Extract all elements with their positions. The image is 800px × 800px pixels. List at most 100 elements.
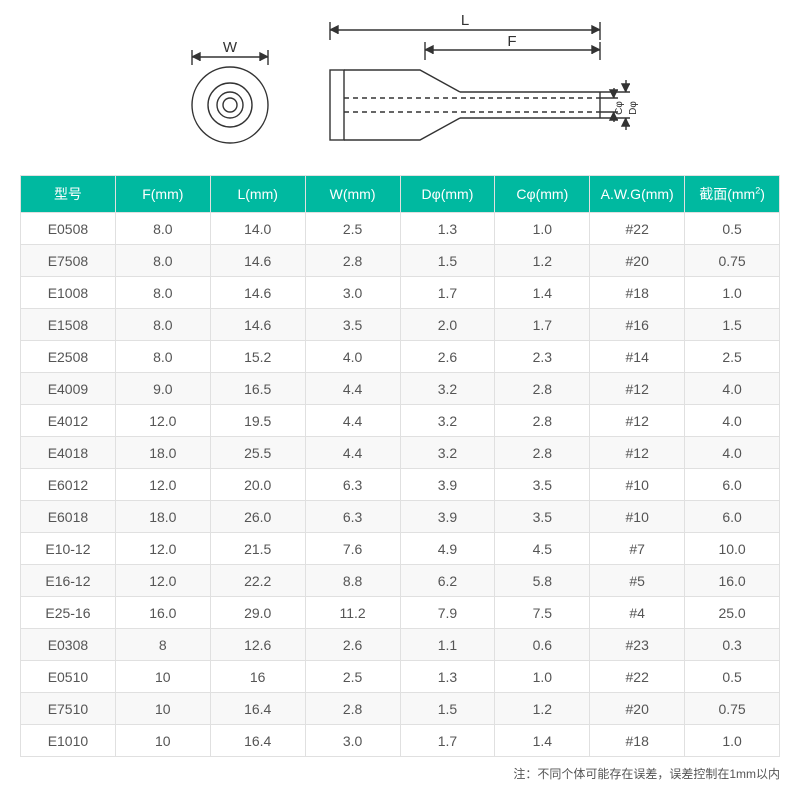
cell-D: 7.9: [400, 597, 495, 629]
cell-area: 1.0: [685, 725, 780, 757]
cell-model: E1010: [21, 725, 116, 757]
cell-D: 3.9: [400, 501, 495, 533]
cell-L: 12.6: [210, 629, 305, 661]
cell-W: 8.8: [305, 565, 400, 597]
cell-model: E25-16: [21, 597, 116, 629]
cell-F: 12.0: [115, 533, 210, 565]
cell-area: 0.5: [685, 661, 780, 693]
spec-table-body: E05088.014.02.51.31.0#220.5E75088.014.62…: [21, 213, 780, 757]
cell-L: 14.6: [210, 309, 305, 341]
table-row: E0308812.62.61.10.6#230.3: [21, 629, 780, 661]
ferrule-diagram-svg: W L F: [160, 10, 640, 170]
cell-AWG: #22: [590, 661, 685, 693]
cell-D: 1.5: [400, 693, 495, 725]
cell-D: 1.3: [400, 661, 495, 693]
cell-AWG: #12: [590, 373, 685, 405]
cell-D: 3.9: [400, 469, 495, 501]
cell-AWG: #14: [590, 341, 685, 373]
cell-area: 1.5: [685, 309, 780, 341]
cell-model: E1008: [21, 277, 116, 309]
cell-L: 19.5: [210, 405, 305, 437]
col-header-AWG: A.W.G(mm): [590, 176, 685, 213]
cell-C: 1.0: [495, 661, 590, 693]
cell-L: 16.4: [210, 725, 305, 757]
cell-W: 2.5: [305, 213, 400, 245]
cell-AWG: #7: [590, 533, 685, 565]
cell-model: E2508: [21, 341, 116, 373]
cell-C: 2.3: [495, 341, 590, 373]
table-row: E10088.014.63.01.71.4#181.0: [21, 277, 780, 309]
cell-W: 3.0: [305, 277, 400, 309]
cell-area: 6.0: [685, 501, 780, 533]
cell-model: E0508: [21, 213, 116, 245]
cell-AWG: #12: [590, 437, 685, 469]
table-row: E051010162.51.31.0#220.5: [21, 661, 780, 693]
cell-W: 4.4: [305, 373, 400, 405]
cell-W: 2.6: [305, 629, 400, 661]
spec-table-head: 型号F(mm)L(mm)W(mm)Dφ(mm)Cφ(mm)A.W.G(mm)截面…: [21, 176, 780, 213]
cell-AWG: #10: [590, 469, 685, 501]
spec-table: 型号F(mm)L(mm)W(mm)Dφ(mm)Cφ(mm)A.W.G(mm)截面…: [20, 175, 780, 757]
cell-area: 0.75: [685, 245, 780, 277]
cell-W: 2.5: [305, 661, 400, 693]
cell-F: 8.0: [115, 277, 210, 309]
table-row: E25088.015.24.02.62.3#142.5: [21, 341, 780, 373]
cell-W: 2.8: [305, 693, 400, 725]
cell-L: 16.4: [210, 693, 305, 725]
cell-area: 4.0: [685, 405, 780, 437]
cell-model: E4018: [21, 437, 116, 469]
cell-model: E6018: [21, 501, 116, 533]
cell-W: 4.4: [305, 437, 400, 469]
table-row: E16-1212.022.28.86.25.8#516.0: [21, 565, 780, 597]
cell-C: 1.2: [495, 245, 590, 277]
cell-F: 8.0: [115, 341, 210, 373]
diagram-label-d: Dφ: [628, 101, 639, 115]
footnote: 注：不同个体可能存在误差，误差控制在1mm以内: [0, 765, 780, 782]
cell-C: 7.5: [495, 597, 590, 629]
cell-C: 5.8: [495, 565, 590, 597]
cell-C: 2.8: [495, 437, 590, 469]
col-header-F: F(mm): [115, 176, 210, 213]
cell-area: 4.0: [685, 437, 780, 469]
table-row: E75088.014.62.81.51.2#200.75: [21, 245, 780, 277]
table-row: E601212.020.06.33.93.5#106.0: [21, 469, 780, 501]
cell-model: E6012: [21, 469, 116, 501]
diagram-label-l: L: [461, 12, 469, 29]
cell-model: E7508: [21, 245, 116, 277]
cell-C: 1.2: [495, 693, 590, 725]
cell-area: 0.75: [685, 693, 780, 725]
cell-F: 10: [115, 693, 210, 725]
cell-area: 6.0: [685, 469, 780, 501]
cell-W: 3.0: [305, 725, 400, 757]
cell-W: 6.3: [305, 501, 400, 533]
cell-area: 2.5: [685, 341, 780, 373]
cell-L: 22.2: [210, 565, 305, 597]
cell-L: 14.6: [210, 245, 305, 277]
cell-C: 3.5: [495, 501, 590, 533]
col-header-D: Dφ(mm): [400, 176, 495, 213]
cell-C: 2.8: [495, 373, 590, 405]
col-header-model: 型号: [21, 176, 116, 213]
cell-F: 12.0: [115, 405, 210, 437]
diagram-label-c: Cφ: [614, 101, 625, 115]
cell-area: 4.0: [685, 373, 780, 405]
table-row: E05088.014.02.51.31.0#220.5: [21, 213, 780, 245]
cell-L: 16.5: [210, 373, 305, 405]
cell-D: 3.2: [400, 405, 495, 437]
cell-area: 0.3: [685, 629, 780, 661]
cell-model: E4012: [21, 405, 116, 437]
cell-W: 11.2: [305, 597, 400, 629]
table-row: E40099.016.54.43.22.8#124.0: [21, 373, 780, 405]
cell-F: 18.0: [115, 437, 210, 469]
cell-D: 6.2: [400, 565, 495, 597]
cell-C: 0.6: [495, 629, 590, 661]
cell-L: 16: [210, 661, 305, 693]
cell-D: 1.5: [400, 245, 495, 277]
cell-model: E1508: [21, 309, 116, 341]
cell-area: 10.0: [685, 533, 780, 565]
table-row: E601818.026.06.33.93.5#106.0: [21, 501, 780, 533]
cell-D: 2.6: [400, 341, 495, 373]
cell-D: 1.3: [400, 213, 495, 245]
cell-model: E10-12: [21, 533, 116, 565]
cell-F: 8: [115, 629, 210, 661]
